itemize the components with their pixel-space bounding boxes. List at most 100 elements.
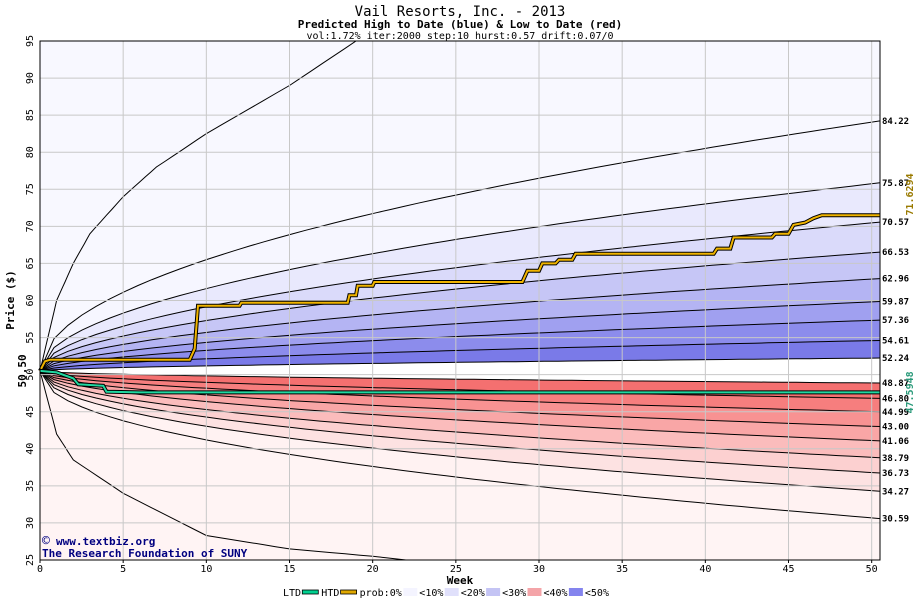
legend-label-4: <20% bbox=[461, 588, 485, 599]
high-quantile-label: 70.57 bbox=[882, 218, 909, 228]
high-band-7 bbox=[40, 182, 880, 371]
low-quantile-line-2 bbox=[40, 370, 880, 413]
watermark: © www.textbiz.org The Research Foundatio… bbox=[42, 534, 248, 560]
legend-swatch-3 bbox=[444, 588, 459, 596]
x-tick-label: 35 bbox=[616, 564, 628, 575]
legend-label-1: HTD bbox=[321, 588, 339, 599]
plot-area: 0 5 10 15 20 25 30 35 40 45 50 25 30 35 40 45 50 55 60 65 70… bbox=[25, 35, 881, 575]
y-tick-label: 35 bbox=[25, 480, 36, 492]
high-quantile-label: 84.22 bbox=[882, 117, 909, 127]
y-tick-label: 80 bbox=[25, 146, 36, 158]
legend-label-0: LTD bbox=[283, 588, 301, 599]
legend-label-2: prob:0% bbox=[360, 588, 402, 599]
y-axis-label: Price ($) bbox=[4, 270, 17, 330]
ltd-final-label: 47.5948 bbox=[905, 371, 916, 413]
legend-label-6: <40% bbox=[544, 588, 568, 599]
low-quantile-line-0 bbox=[40, 370, 880, 384]
watermark-url: www.textbiz.org bbox=[56, 535, 155, 548]
x-tick-label: 25 bbox=[450, 564, 462, 575]
low-quantile-label: 41.06 bbox=[882, 437, 909, 447]
y-tick-label: 40 bbox=[25, 443, 36, 455]
y-tick-label: 50 bbox=[25, 369, 36, 381]
high-quantile-label: 59.87 bbox=[882, 297, 909, 307]
htd-final-label: 71.6294 bbox=[905, 173, 916, 215]
legend: LTD HTD prob:0% <10% <20% <30% <40% <50% bbox=[283, 588, 609, 599]
low-envelope-line bbox=[40, 370, 406, 560]
x-tick-label: 45 bbox=[782, 564, 794, 575]
y-tick-label: 65 bbox=[25, 257, 36, 269]
low-quantile-label: 46.80 bbox=[882, 394, 909, 404]
chart-subtitle: Predicted High to Date (blue) & Low to D… bbox=[298, 18, 623, 31]
legend-swatch-6 bbox=[568, 588, 583, 596]
legend-label-7: <50% bbox=[585, 588, 609, 599]
low-quantile-line-6 bbox=[40, 370, 880, 474]
low-band-6 bbox=[40, 370, 880, 473]
high-quantile-line-4 bbox=[40, 278, 880, 372]
legend-label-3: <10% bbox=[419, 588, 443, 599]
high-quantile-line-2 bbox=[40, 319, 880, 372]
low-quantile-line-7 bbox=[40, 370, 880, 492]
x-tick-label: 0 bbox=[37, 564, 43, 575]
htd-series-line bbox=[39, 214, 880, 372]
high-outer-region bbox=[40, 41, 880, 371]
high-quantile-line-8 bbox=[40, 120, 880, 372]
x-tick-label: 50 bbox=[866, 564, 878, 575]
high-band-4 bbox=[40, 278, 880, 371]
x-tick-label: 15 bbox=[283, 564, 295, 575]
high-quantile-label: 54.61 bbox=[882, 336, 909, 346]
center-band bbox=[40, 358, 880, 383]
y-tick-label: 95 bbox=[25, 35, 36, 47]
y-tick-label: 25 bbox=[25, 554, 36, 566]
high-quantile-label: 75.87 bbox=[882, 179, 909, 189]
low-quantile-line-4 bbox=[40, 370, 880, 442]
y-tick-label: 75 bbox=[25, 183, 36, 195]
low-band-3 bbox=[40, 370, 880, 427]
legend-label-5: <30% bbox=[502, 588, 526, 599]
high-band-2 bbox=[40, 320, 880, 371]
start-price-label: 50.50 bbox=[16, 354, 29, 387]
watermark-copyright-symbol: © bbox=[42, 534, 50, 549]
legend-swatch-5 bbox=[527, 588, 542, 596]
x-tick-label: 10 bbox=[200, 564, 212, 575]
y-tick-label: 45 bbox=[25, 406, 36, 418]
low-quantile-label: 36.73 bbox=[882, 469, 909, 479]
y-tick-label: 60 bbox=[25, 294, 36, 306]
y-tick-label: 90 bbox=[25, 72, 36, 84]
x-axis-label: Week bbox=[447, 574, 474, 587]
x-tick-label: 5 bbox=[120, 564, 126, 575]
high-quantile-line-0 bbox=[40, 357, 880, 372]
x-tick-label: 20 bbox=[367, 564, 379, 575]
chart-params: vol:1.72% iter:2000 step:10 hurst:0.57 d… bbox=[306, 31, 613, 42]
high-quantile-label: 66.53 bbox=[882, 248, 909, 258]
y-tick-label: 30 bbox=[25, 517, 36, 529]
high-quantile-label: 57.36 bbox=[882, 316, 909, 326]
y-tick-label: 55 bbox=[25, 332, 36, 344]
low-quantile-label: 34.27 bbox=[882, 487, 909, 497]
low-outer-region bbox=[40, 370, 880, 560]
ltd-series-line bbox=[39, 369, 880, 394]
legend-swatch-2 bbox=[403, 588, 418, 596]
low-band-7 bbox=[40, 370, 880, 492]
x-tick-label: 30 bbox=[533, 564, 545, 575]
high-quantile-line-7 bbox=[40, 182, 880, 372]
chart-title: Vail Resorts, Inc. - 2013 bbox=[355, 4, 566, 20]
low-quantile-label: 43.00 bbox=[882, 423, 909, 433]
high-band-6 bbox=[40, 222, 880, 371]
low-quantile-label: 48.87 bbox=[882, 379, 909, 389]
y-tick-label: 85 bbox=[25, 109, 36, 121]
legend-swatch-4 bbox=[486, 588, 501, 596]
low-quantile-label: 30.59 bbox=[882, 515, 909, 525]
low-quantile-line-5 bbox=[40, 370, 880, 459]
high-quantile-line-3 bbox=[40, 301, 880, 372]
legend-swatch-1 bbox=[340, 589, 358, 595]
low-quantile-label: 44.99 bbox=[882, 408, 909, 418]
plot-frame bbox=[39, 40, 881, 561]
low-band-4 bbox=[40, 370, 880, 441]
high-band-8 bbox=[40, 120, 880, 371]
high-quantile-label: 62.96 bbox=[882, 275, 909, 285]
low-quantile-label: 38.79 bbox=[882, 454, 909, 464]
low-quantile-line-8 bbox=[40, 370, 880, 520]
overlay: 50.50 52.24 54.61 57.36 59.87 62.96 66.53 70.57… bbox=[16, 117, 916, 525]
legend-swatch-0 bbox=[301, 589, 319, 595]
